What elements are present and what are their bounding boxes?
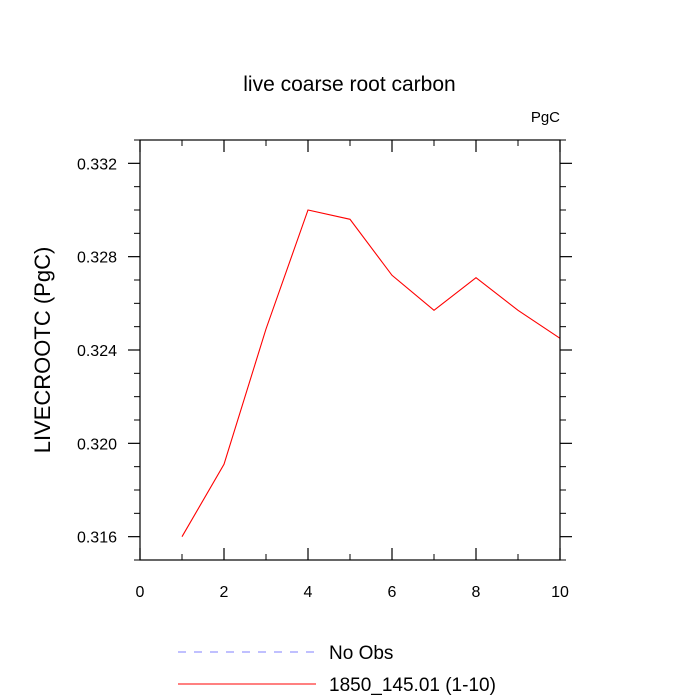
y-axis-label: LIVECROOTC (PgC) xyxy=(30,247,55,454)
axis-ticks: 0 2 4 6 8 10 0.316 0.320 0.324 0.328 0.332 xyxy=(77,139,572,601)
chart-title: live coarse root carbon xyxy=(243,73,455,96)
x-tick-label: 0 xyxy=(136,584,145,601)
y-tick-label: 0.316 xyxy=(77,530,117,547)
x-tick-label: 6 xyxy=(388,584,397,601)
y-tick-label: 0.332 xyxy=(77,156,117,173)
series-line xyxy=(181,209,561,537)
y-tick-label: 0.320 xyxy=(77,436,117,453)
plot-frame xyxy=(139,139,561,561)
unit-label: PgC xyxy=(531,109,560,126)
series-lines xyxy=(181,209,561,537)
legend-label: 1850_145.01 (1-10) xyxy=(329,675,496,696)
legend-label: No Obs xyxy=(329,643,393,664)
x-tick-label: 10 xyxy=(551,584,569,601)
y-tick-label: 0.328 xyxy=(77,250,117,267)
x-tick-label: 2 xyxy=(220,584,229,601)
x-tick-label: 8 xyxy=(472,584,481,601)
legend: No Obs 1850_145.01 (1-10) xyxy=(178,643,496,696)
x-tick-label: 4 xyxy=(304,584,313,601)
y-tick-label: 0.324 xyxy=(77,343,117,360)
